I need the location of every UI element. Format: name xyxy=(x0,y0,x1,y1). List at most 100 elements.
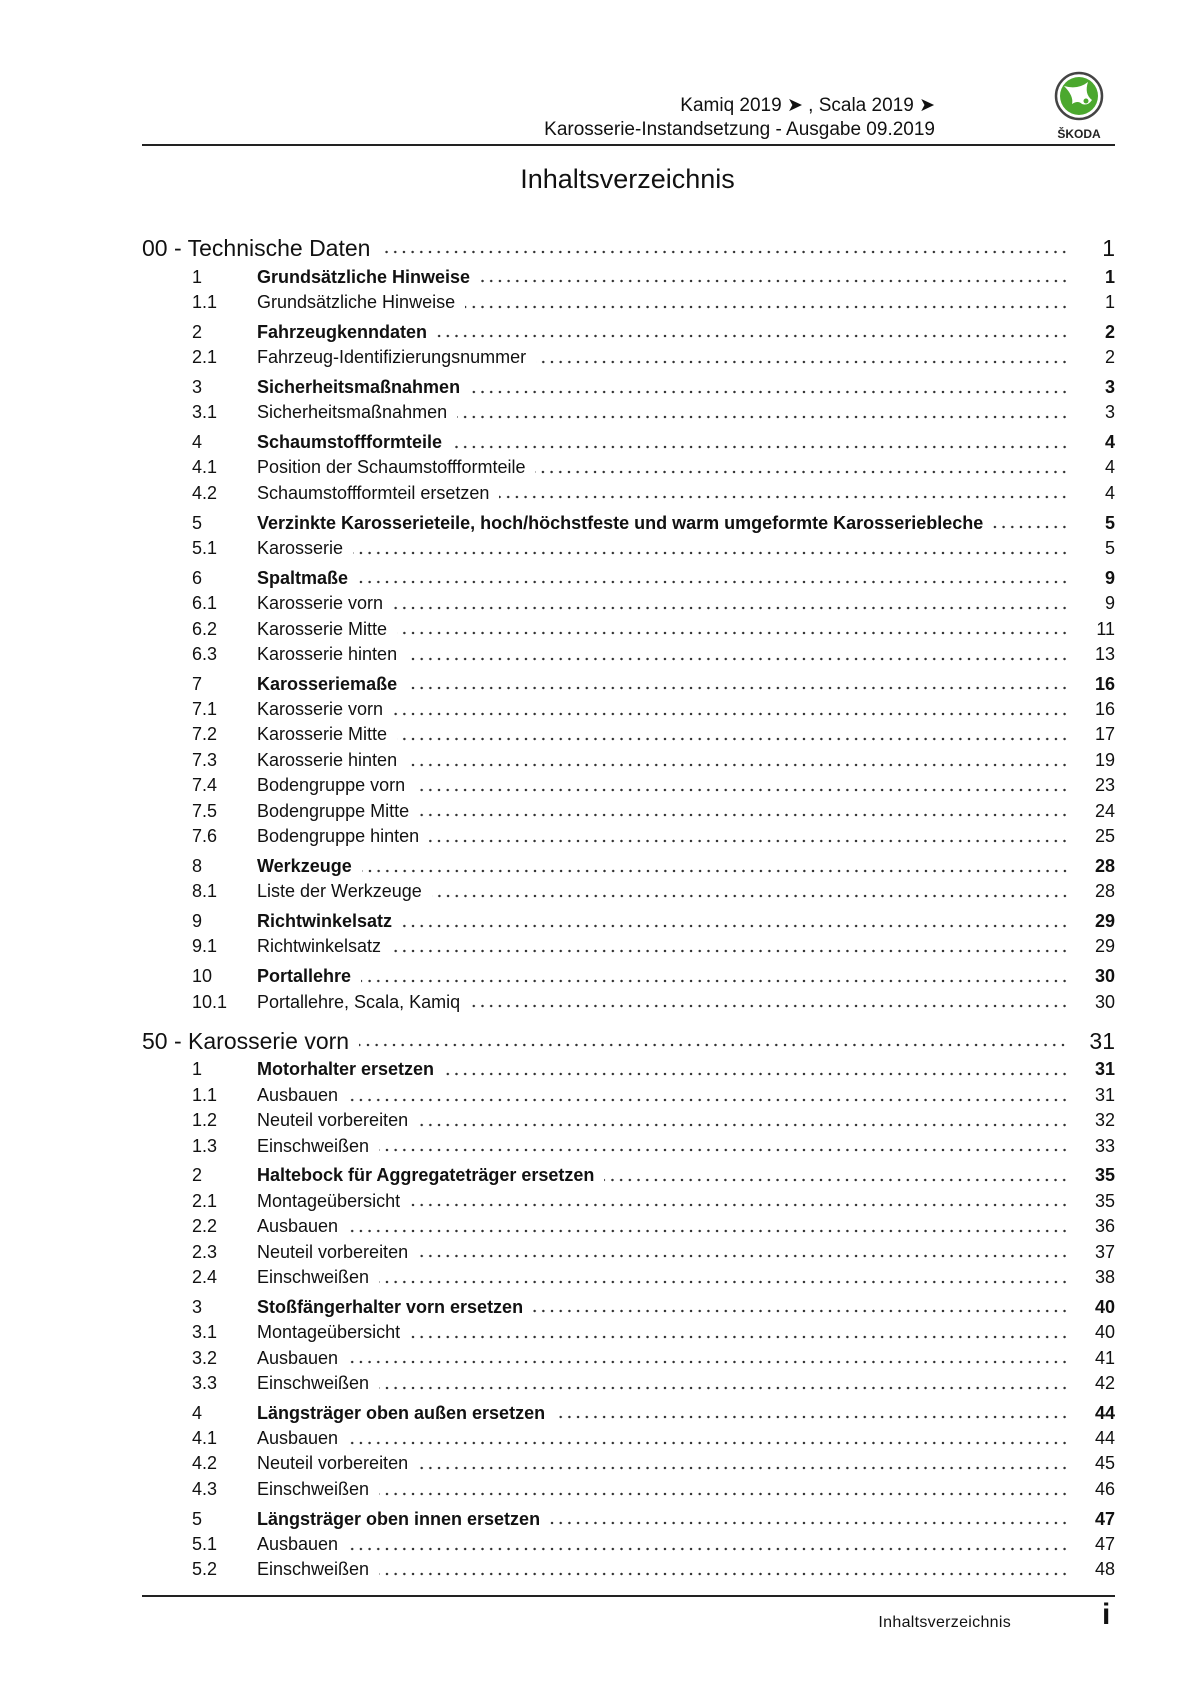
page-number: 44 xyxy=(1094,1402,1115,1423)
toc-entry-row[interactable]: 6 Spaltmaße 9 xyxy=(142,566,1115,591)
entry-number: 7.5 xyxy=(192,800,218,821)
svg-text:ŠKODA: ŠKODA xyxy=(1057,126,1101,141)
page-number: 1 xyxy=(1104,291,1115,312)
dot-leader xyxy=(429,838,1069,843)
toc-entry-row[interactable]: 2.1 Fahrzeug-Identifizierungsnummer 2 xyxy=(142,345,1115,370)
page-number: 5 xyxy=(1104,512,1115,533)
toc-entry-row[interactable]: 10.1 Portallehre, Scala, Kamiq 30 xyxy=(142,990,1115,1015)
page-number: 4 xyxy=(1104,432,1115,453)
toc-entry-row[interactable]: 5.1 Ausbauen 47 xyxy=(142,1532,1115,1557)
dot-leader xyxy=(380,250,1069,254)
toc-entry-row[interactable]: 1 Grundsätzliche Hinweise 1 xyxy=(142,265,1115,290)
toc-entry-row[interactable]: 2 Haltebock für Aggregateträger ersetzen 3… xyxy=(142,1163,1115,1188)
header-divider xyxy=(142,144,1115,146)
toc-entry-row[interactable]: 5.1 Karosserie 5 xyxy=(142,536,1115,561)
page-number: 9 xyxy=(1104,593,1115,614)
entry-number: 5.1 xyxy=(192,537,218,558)
toc-entry-row[interactable]: 5 Längsträger oben innen ersetzen 47 xyxy=(142,1507,1115,1532)
toc-entry-row[interactable]: 8.1 Liste der Werkzeuge 28 xyxy=(142,879,1115,904)
entry-title: Sicherheitsmaßnahmen xyxy=(257,402,448,423)
entry-number: 3.3 xyxy=(192,1372,218,1393)
entry-number: 3.2 xyxy=(192,1347,218,1368)
entry-title: Stoßfängerhalter vorn ersetzen xyxy=(257,1296,524,1317)
toc-entry-row[interactable]: 1.2 Neuteil vorbereiten 32 xyxy=(142,1108,1115,1133)
dot-leader xyxy=(418,1254,1069,1259)
entry-number: 7.6 xyxy=(192,826,218,847)
entry-title: Ausbauen xyxy=(257,1216,339,1237)
page-number: 47 xyxy=(1094,1534,1115,1555)
dot-leader xyxy=(379,1279,1069,1284)
dot-leader xyxy=(407,656,1069,661)
toc-entry-row[interactable]: 5.2 Einschweißen 48 xyxy=(142,1557,1115,1582)
dot-leader xyxy=(465,304,1069,309)
entry-title: Portallehre xyxy=(257,966,352,987)
toc-entry-row[interactable]: 1.3 Einschweißen 33 xyxy=(142,1134,1115,1159)
toc-entry-row[interactable]: 9.1 Richtwinkelsatz 29 xyxy=(142,934,1115,959)
toc-entry-row[interactable]: 2.2 Ausbauen 36 xyxy=(142,1214,1115,1239)
toc-entry-row[interactable]: 3.1 Sicherheitsmaßnahmen 3 xyxy=(142,400,1115,425)
toc-entry-row[interactable]: 4.2 Schaumstoffformteil ersetzen 4 xyxy=(142,481,1115,506)
page-number: 11 xyxy=(1096,618,1115,639)
dot-leader xyxy=(361,868,1069,873)
entry-number: 4.3 xyxy=(192,1478,218,1499)
toc-entry-row[interactable]: 2.1 Montageübersicht 35 xyxy=(142,1189,1115,1214)
entry-number: 2.4 xyxy=(192,1266,218,1287)
toc-entry-row[interactable]: 8 Werkzeuge 28 xyxy=(142,854,1115,879)
dot-leader xyxy=(444,1072,1069,1077)
page-number: 41 xyxy=(1094,1347,1115,1368)
toc-entry-row[interactable]: 10 Portallehre 30 xyxy=(142,964,1115,989)
toc-entry-row[interactable]: 7.4 Bodengruppe vorn 23 xyxy=(142,773,1115,798)
toc-entry-row[interactable]: 7.1 Karosserie vorn 16 xyxy=(142,697,1115,722)
skoda-logo-icon: ŠKODA xyxy=(1054,71,1104,141)
entry-title: Schaumstoffformteil ersetzen xyxy=(257,482,490,503)
toc-entry-row[interactable]: 2.3 Neuteil vorbereiten 37 xyxy=(142,1240,1115,1265)
toc-entry-row[interactable]: 3 Stoßfängerhalter vorn ersetzen 40 xyxy=(142,1295,1115,1320)
toc-entry-row[interactable]: 5 Verzinkte Karosserieteile, hoch/höchstf… xyxy=(142,511,1115,536)
toc-entry-row[interactable]: 1.1 Grundsätzliche Hinweise 1 xyxy=(142,290,1115,315)
toc-entry-row[interactable]: 4 Längsträger oben außen ersetzen 44 xyxy=(142,1401,1115,1426)
toc-entry-row[interactable]: 4.2 Neuteil vorbereiten 45 xyxy=(142,1451,1115,1476)
footer-page-number: i xyxy=(1102,1598,1111,1631)
entry-number: 4.2 xyxy=(192,482,218,503)
toc-entry-row[interactable]: 1.1 Ausbauen 31 xyxy=(142,1083,1115,1108)
toc-entry-row[interactable]: 2.4 Einschweißen 38 xyxy=(142,1265,1115,1290)
toc-entry-row[interactable]: 7.3 Karosserie hinten 19 xyxy=(142,748,1115,773)
entry-title: Richtwinkelsatz xyxy=(257,911,393,931)
entry-number: 2.3 xyxy=(192,1241,218,1262)
toc-chapter-row[interactable]: 00 - Technische Daten 1 xyxy=(142,232,1115,264)
toc-entry-row[interactable]: 3.3 Einschweißen 42 xyxy=(142,1371,1115,1396)
toc-entry-row[interactable]: 2 Fahrzeugkenndaten 2 xyxy=(142,320,1115,345)
page-number: 16 xyxy=(1094,673,1115,694)
entry-title: Fahrzeugkenndaten xyxy=(257,321,428,342)
toc-chapter-row[interactable]: 50 - Karosserie vorn 31 xyxy=(142,1025,1115,1057)
toc-entry-row[interactable]: 3.2 Ausbauen 41 xyxy=(142,1346,1115,1371)
entry-number: 5.2 xyxy=(192,1559,218,1580)
page-number: 16 xyxy=(1094,699,1115,720)
toc-entry-row[interactable]: 4.1 Ausbauen 44 xyxy=(142,1426,1115,1451)
toc-entry-row[interactable]: 4.3 Einschweißen 46 xyxy=(142,1477,1115,1502)
entry-title: Karosseriemaße xyxy=(257,673,398,694)
dot-leader xyxy=(410,1334,1069,1339)
entry-title: Einschweißen xyxy=(257,1478,370,1499)
page-number: 23 xyxy=(1094,775,1115,796)
chapter-title: 50 - Karosserie vorn xyxy=(142,1027,350,1054)
entry-title: Bodengruppe Mitte xyxy=(257,800,410,821)
toc-entry-row[interactable]: 4 Schaumstoffformteile 4 xyxy=(142,430,1115,455)
toc-entry-row[interactable]: 7.2 Karosserie Mitte 17 xyxy=(142,722,1115,747)
toc-entry-row[interactable]: 3.1 Montageübersicht 40 xyxy=(142,1320,1115,1345)
entry-number: 10 xyxy=(192,966,213,987)
toc-entry-row[interactable]: 9 Richtwinkelsatz 29 xyxy=(142,909,1115,934)
toc-entry-row[interactable]: 4.1 Position der Schaumstoffformteile 4 xyxy=(142,455,1115,480)
table-of-contents: 00 - Technische Daten 1 1 Grundsätzliche Hi… xyxy=(142,232,1115,1583)
page-number: 40 xyxy=(1094,1322,1115,1343)
toc-entry-row[interactable]: 7.5 Bodengruppe Mitte 24 xyxy=(142,799,1115,824)
page-number: 2 xyxy=(1104,321,1115,342)
toc-entry-row[interactable]: 6.1 Karosserie vorn 9 xyxy=(142,591,1115,616)
toc-entry-row[interactable]: 6.3 Karosserie hinten 13 xyxy=(142,642,1115,667)
toc-entry-row[interactable]: 7 Karosseriemaße 16 xyxy=(142,672,1115,697)
toc-entry-row[interactable]: 3 Sicherheitsmaßnahmen 3 xyxy=(142,375,1115,400)
entry-title: Einschweißen xyxy=(257,1559,370,1580)
toc-entry-row[interactable]: 1 Motorhalter ersetzen 31 xyxy=(142,1057,1115,1082)
toc-entry-row[interactable]: 7.6 Bodengruppe hinten 25 xyxy=(142,824,1115,849)
toc-entry-row[interactable]: 6.2 Karosserie Mitte 11 xyxy=(142,617,1115,642)
